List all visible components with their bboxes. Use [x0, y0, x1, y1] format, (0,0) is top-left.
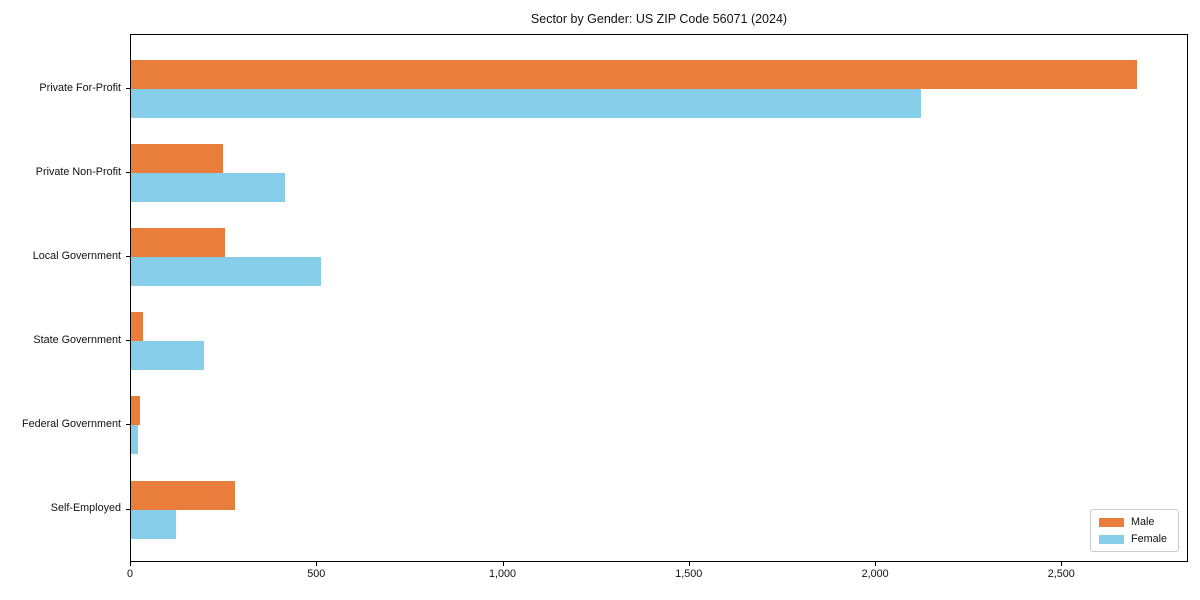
- legend-swatch-female: [1099, 534, 1124, 544]
- x-tick-label: 500: [307, 568, 326, 580]
- y-tick-mark: [126, 424, 130, 426]
- plot-area: [130, 34, 1188, 562]
- y-tick-label: Self-Employed: [50, 502, 121, 514]
- y-tick-label: Local Government: [32, 249, 121, 262]
- bar-female-5: [131, 425, 138, 455]
- x-tick-mark: [875, 562, 877, 566]
- x-tick-mark: [688, 562, 690, 566]
- bar-male-5: [131, 396, 141, 426]
- bar-male-2: [131, 144, 224, 174]
- x-tick-label: 2,500: [1047, 568, 1075, 580]
- y-tick-label: Federal Government: [21, 417, 121, 430]
- y-tick-mark: [126, 508, 130, 510]
- bar-female-2: [131, 173, 286, 203]
- x-tick-mark: [130, 562, 131, 566]
- legend-swatch-male: [1099, 517, 1124, 527]
- x-tick-mark: [1061, 562, 1063, 566]
- y-tick-mark: [126, 172, 130, 174]
- y-tick-mark: [126, 88, 130, 89]
- legend-entry-female: Female: [1099, 533, 1170, 545]
- bar-male-6: [131, 480, 235, 510]
- legend-label: Female: [1131, 533, 1168, 545]
- x-tick-mark: [502, 562, 504, 566]
- bar-male-1: [131, 60, 1137, 89]
- bar-male-3: [131, 228, 225, 258]
- x-tick-mark: [316, 562, 318, 566]
- x-tick-label: 1,500: [675, 568, 703, 580]
- y-axis-labels: Private For-Profit Private Non-Profit Loca…: [0, 34, 121, 562]
- y-tick-label: Private For-Profit: [39, 81, 121, 94]
- bar-female-6: [131, 509, 176, 539]
- legend-label: Male: [1131, 516, 1155, 528]
- y-tick-mark: [126, 256, 130, 258]
- x-tick-label: 1,000: [488, 568, 517, 580]
- y-tick-label: Private Non-Profit: [35, 165, 121, 178]
- legend-entry-male: Male: [1099, 516, 1170, 528]
- bar-female-1: [131, 89, 921, 118]
- chart-title: Sector by Gender: US ZIP Code 56071 (202…: [530, 12, 788, 26]
- bar-male-4: [131, 312, 143, 342]
- legend: Male Female: [1090, 509, 1179, 552]
- x-tick-label: 0: [126, 568, 134, 580]
- x-tick-label: 2,000: [861, 568, 889, 580]
- y-tick-mark: [126, 340, 130, 342]
- y-tick-label: State Government: [33, 333, 121, 346]
- bar-female-4: [131, 341, 205, 371]
- bar-female-3: [131, 257, 321, 287]
